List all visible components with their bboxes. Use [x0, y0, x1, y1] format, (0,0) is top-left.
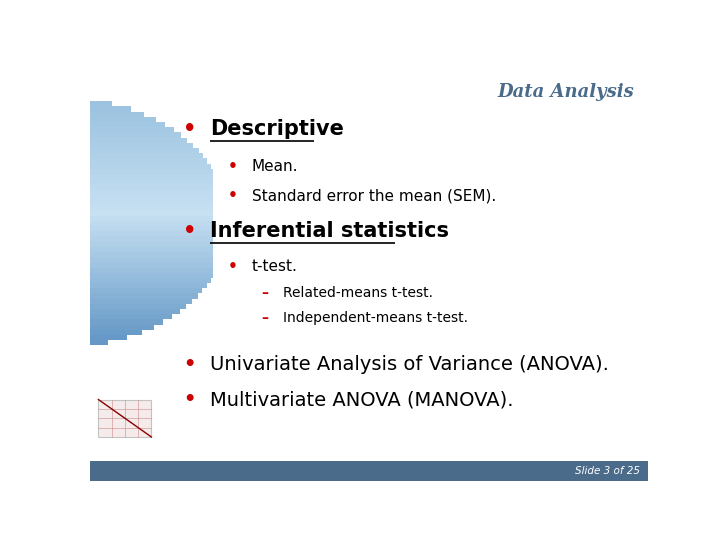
- Bar: [90, 106, 130, 112]
- Text: •: •: [228, 159, 238, 174]
- Bar: [90, 205, 213, 210]
- Bar: [90, 184, 213, 190]
- Bar: [90, 267, 213, 273]
- Bar: [99, 400, 151, 437]
- Text: Descriptive: Descriptive: [210, 119, 344, 139]
- Text: t-test.: t-test.: [252, 259, 297, 274]
- Bar: [90, 288, 202, 294]
- Bar: [90, 210, 213, 215]
- Text: Independent-means t-test.: Independent-means t-test.: [282, 312, 467, 326]
- Text: Slide 3 of 25: Slide 3 of 25: [575, 465, 639, 476]
- Text: Related-means t-test.: Related-means t-test.: [282, 287, 433, 300]
- Bar: [90, 252, 213, 257]
- Bar: [90, 226, 213, 231]
- Bar: [90, 200, 213, 205]
- Bar: [90, 231, 213, 237]
- Bar: [90, 148, 199, 153]
- Bar: [77, 96, 90, 101]
- Ellipse shape: [88, 392, 162, 444]
- Text: •: •: [183, 119, 196, 139]
- Bar: [90, 122, 166, 127]
- Bar: [90, 309, 179, 314]
- Text: •: •: [184, 355, 196, 374]
- Bar: [90, 112, 145, 117]
- Bar: [90, 158, 207, 164]
- Bar: [90, 101, 112, 106]
- Bar: [90, 283, 207, 288]
- Bar: [90, 221, 213, 226]
- Bar: [90, 143, 194, 148]
- Bar: [90, 278, 210, 283]
- Bar: [90, 314, 172, 320]
- Bar: [90, 299, 192, 304]
- Bar: [90, 237, 213, 241]
- Text: Mean.: Mean.: [252, 159, 298, 174]
- Text: audio group: audio group: [101, 386, 149, 392]
- Text: •: •: [183, 221, 196, 241]
- Bar: [90, 294, 197, 299]
- Text: •: •: [228, 259, 238, 274]
- Text: –: –: [261, 287, 269, 300]
- Bar: [90, 304, 186, 309]
- Bar: [90, 335, 127, 340]
- Bar: [90, 168, 213, 174]
- Bar: [90, 257, 213, 262]
- Text: Standard error the mean (SEM).: Standard error the mean (SEM).: [252, 188, 496, 203]
- Bar: [90, 215, 213, 221]
- Bar: [90, 461, 648, 481]
- Bar: [90, 330, 142, 335]
- Bar: [90, 138, 187, 143]
- Text: Data Analysis: Data Analysis: [498, 83, 634, 101]
- Bar: [90, 117, 156, 122]
- Bar: [90, 174, 213, 179]
- Text: Inferential statistics: Inferential statistics: [210, 221, 449, 241]
- Bar: [90, 273, 213, 278]
- Bar: [90, 241, 213, 247]
- Bar: [90, 132, 181, 138]
- Bar: [90, 340, 107, 346]
- Bar: [90, 153, 203, 158]
- Bar: [90, 164, 211, 168]
- Bar: [90, 320, 163, 325]
- Bar: [90, 179, 213, 184]
- Bar: [90, 325, 153, 330]
- Text: Multivariate ANOVA (MANOVA).: Multivariate ANOVA (MANOVA).: [210, 390, 513, 409]
- Bar: [90, 195, 213, 200]
- Bar: [90, 190, 213, 195]
- Bar: [90, 127, 174, 132]
- Text: •: •: [228, 188, 238, 203]
- Text: •: •: [184, 390, 196, 409]
- Bar: [90, 262, 213, 267]
- Bar: [90, 247, 213, 252]
- Text: –: –: [261, 312, 269, 326]
- Text: Univariate Analysis of Variance (ANOVA).: Univariate Analysis of Variance (ANOVA).: [210, 355, 609, 374]
